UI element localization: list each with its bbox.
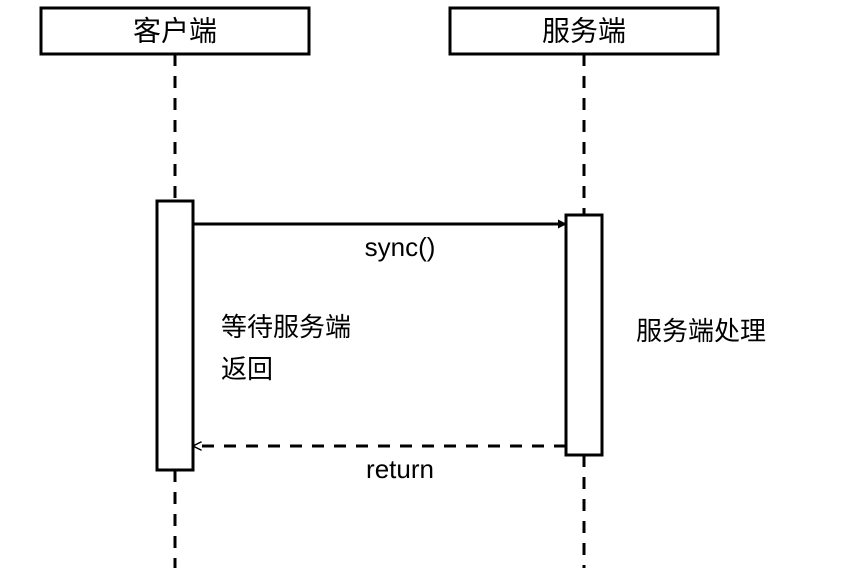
message-label: sync() — [365, 232, 436, 262]
activation-server — [566, 215, 602, 455]
note-text: 等待服务端 — [221, 312, 351, 342]
activation-client — [157, 201, 193, 470]
participant-label: 客户端 — [133, 15, 217, 46]
message-sync: sync() — [193, 224, 566, 262]
note-text: 服务端处理 — [636, 316, 766, 346]
note-server-process: 服务端处理 — [636, 316, 766, 346]
message-label: return — [366, 454, 434, 484]
note-client-wait: 等待服务端返回 — [221, 312, 351, 384]
participant-label: 服务端 — [542, 15, 626, 46]
sequence-diagram: 客户端 服务端 sync() return 等待服务端返回 服务端处理 — [0, 0, 852, 568]
note-text: 返回 — [221, 354, 273, 384]
message-return: return — [193, 446, 566, 484]
